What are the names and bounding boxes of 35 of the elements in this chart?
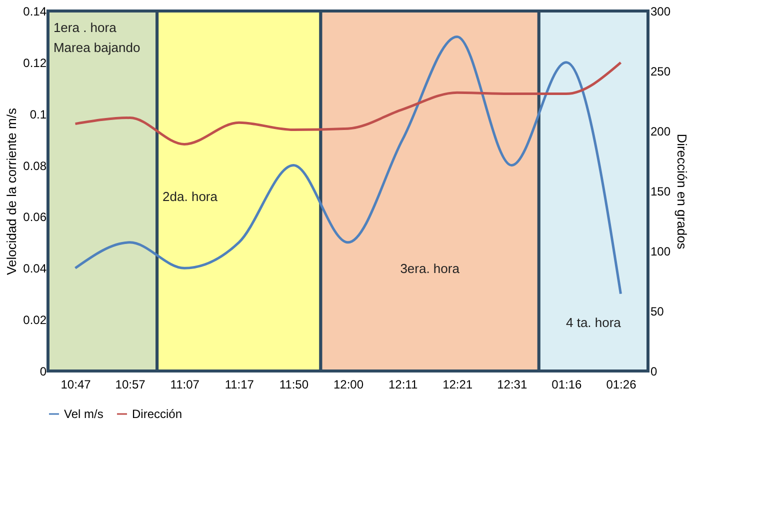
y2-tick-label: 300 bbox=[650, 4, 671, 18]
y-tick-label: 0.02 bbox=[23, 313, 47, 328]
x-tick-label: 12:31 bbox=[497, 378, 528, 392]
band-label: 3era. hora bbox=[400, 261, 460, 276]
x-tick-label: 12:00 bbox=[333, 378, 364, 392]
x-tick-label: 01:26 bbox=[606, 378, 637, 392]
y-tick-label: 0.1 bbox=[30, 107, 47, 122]
line-series bbox=[74, 61, 622, 146]
y2-tick-label: 0 bbox=[650, 364, 658, 378]
y-tick-label: 0.14 bbox=[23, 4, 47, 18]
y-tick-label: 0.08 bbox=[23, 158, 47, 173]
y2-tick-label: 50 bbox=[650, 304, 664, 318]
x-tick-label: 10:57 bbox=[115, 378, 146, 392]
y-tick-label: 0.04 bbox=[23, 262, 47, 276]
x-tick-label: 12:11 bbox=[388, 378, 418, 392]
x-tick-label: 11:17 bbox=[224, 378, 254, 392]
y2-tick-label: 150 bbox=[650, 184, 671, 198]
legend-label: Dirección bbox=[132, 407, 182, 421]
band-label: 4 ta. hora bbox=[566, 315, 622, 330]
band-label: 2da. hora bbox=[162, 189, 218, 204]
x-tick-label: 10:47 bbox=[60, 378, 92, 392]
y-tick-label: 0.06 bbox=[23, 210, 47, 224]
y-tick-label: 0 bbox=[40, 364, 47, 378]
legend-label: Vel m/s bbox=[64, 407, 104, 421]
x-tick-label: 11:50 bbox=[279, 378, 309, 392]
band-label: 1era . hora Marea bajando bbox=[53, 20, 140, 55]
y-axis-title: Velocidad de la corriente m/s bbox=[4, 108, 20, 275]
x-tick-label: 12:21 bbox=[442, 378, 473, 392]
x-tick-label: 01:16 bbox=[552, 378, 582, 392]
y2-axis-title: Dirección en grados bbox=[674, 134, 690, 250]
y2-tick-label: 200 bbox=[650, 124, 671, 138]
y-tick-label: 0.12 bbox=[23, 56, 47, 70]
x-tick-label: 11:07 bbox=[170, 378, 200, 392]
y2-tick-label: 100 bbox=[650, 244, 671, 258]
y2-tick-label: 250 bbox=[650, 64, 671, 78]
